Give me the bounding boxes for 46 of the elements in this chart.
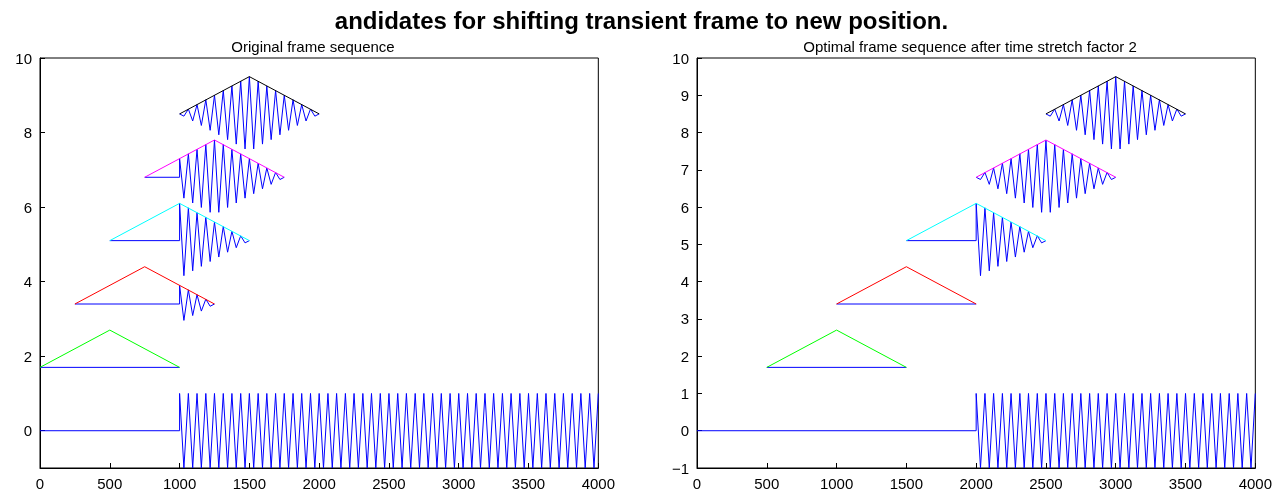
y-tick-label: 7: [680, 161, 689, 179]
x-tick-label: 2000: [302, 475, 336, 492]
line-series: [975, 139, 1117, 213]
x-tick-label: 1500: [889, 475, 924, 492]
y-tick-label: 2: [23, 347, 32, 365]
line-series: [144, 139, 285, 213]
y-tick-label: 9: [680, 86, 689, 104]
y-tick-label: 2: [680, 347, 689, 365]
line-series: [1045, 76, 1187, 150]
x-tick-label: 1500: [232, 475, 267, 492]
x-tick-label: 2000: [959, 475, 993, 492]
y-tick-label: 6: [23, 198, 32, 216]
y-tick-label: 0: [680, 422, 689, 440]
line-series: [179, 76, 320, 150]
x-tick-label: 3500: [1168, 475, 1203, 492]
chart-title: Original frame sequence: [231, 38, 395, 55]
y-tick-label: 4: [23, 273, 32, 291]
y-tick-label: −1: [671, 459, 689, 477]
x-tick-label: 1000: [162, 475, 197, 492]
y-tick-label: 10: [672, 49, 689, 67]
x-tick-label: 2500: [372, 475, 406, 492]
x-tick-label: 1000: [819, 475, 854, 492]
y-tick-label: 0: [23, 422, 32, 440]
y-tick-label: 4: [680, 273, 689, 291]
line-series: [74, 284, 215, 321]
x-tick-label: 500: [754, 475, 780, 492]
line-series: [905, 202, 1047, 277]
x-tick-label: 4000: [1238, 475, 1272, 492]
x-tick-label: 4000: [581, 475, 615, 492]
y-tick-label: 1: [680, 384, 689, 402]
y-tick-label: 10: [15, 49, 32, 67]
y-tick-label: 6: [680, 198, 689, 216]
chart-title: Optimal frame sequence after time stretch factor 2: [803, 38, 1137, 55]
x-tick-label: 2500: [1029, 475, 1063, 492]
y-tick-label: 5: [680, 235, 689, 253]
x-tick-label: 3000: [1099, 475, 1133, 492]
y-tick-label: 8: [680, 124, 689, 142]
x-tick-label: 0: [692, 475, 702, 492]
text: andidates for shifting transient frame to new position.: [333, 7, 950, 34]
x-tick-label: 500: [97, 475, 123, 492]
line-series: [109, 202, 250, 277]
x-tick-label: 0: [35, 475, 45, 492]
y-tick-label: 8: [23, 124, 32, 142]
x-tick-label: 3500: [511, 475, 546, 492]
y-tick-label: 3: [680, 310, 689, 328]
x-tick-label: 3000: [442, 475, 476, 492]
